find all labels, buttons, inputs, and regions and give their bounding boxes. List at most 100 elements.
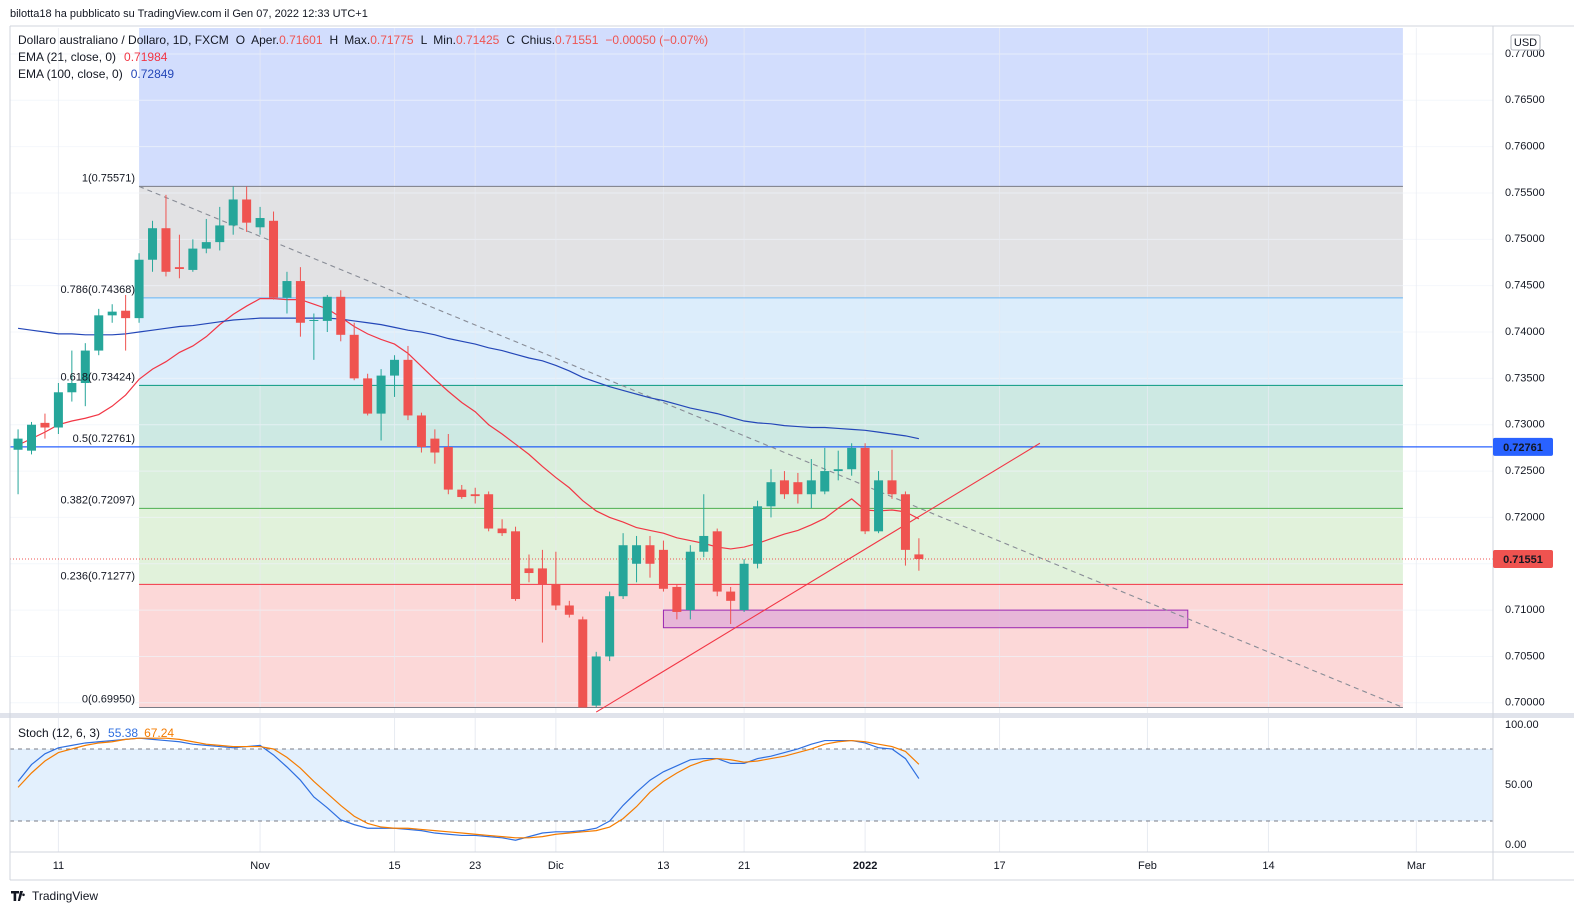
ohlc-value: 0.71425 xyxy=(456,33,500,47)
ohlc-key: Min. xyxy=(433,33,456,47)
x-tick-label: Mar xyxy=(1407,860,1426,872)
candle-body xyxy=(564,605,574,615)
x-tick-label: 11 xyxy=(53,860,64,872)
ohlc-key: L xyxy=(421,33,428,47)
candle-body xyxy=(269,220,279,298)
fib-zone xyxy=(139,385,1403,447)
candle-body xyxy=(121,310,131,319)
fib-label: 0.236(0.71277) xyxy=(60,570,135,582)
y-tick-label: 0.75000 xyxy=(1505,233,1545,245)
candle-body xyxy=(766,482,776,507)
main-pane xyxy=(10,28,1493,713)
candle-body xyxy=(524,568,534,574)
candle-body xyxy=(900,494,910,550)
published-note: bilotta18 ha pubblicato su TradingView.c… xyxy=(10,8,368,20)
legend-ema: EMA (21, close, 0) 0.71984 xyxy=(18,50,168,64)
indicator-value: 55.38 xyxy=(108,726,138,740)
candle-body xyxy=(242,199,252,223)
x-tick-label: Dic xyxy=(548,860,564,872)
ohlc-key: H xyxy=(330,33,339,47)
indicator-name: Stoch (12, 6, 3) xyxy=(18,726,100,740)
y-tick-label: 0.70500 xyxy=(1505,650,1545,662)
y-tick-label: 0.73000 xyxy=(1505,419,1545,431)
candle-body xyxy=(645,545,655,564)
candle-body xyxy=(820,471,830,492)
trend-line xyxy=(595,442,1041,713)
panes: 1(0.75571) 0.786(0.74368) 0.618(0.73424) 0.… xyxy=(0,25,1574,881)
candle-body xyxy=(188,248,198,270)
legend-name: EMA (21, close, 0) xyxy=(18,50,116,64)
trend-line xyxy=(138,185,1404,708)
candle-body xyxy=(349,334,359,379)
candle-body xyxy=(67,383,77,393)
fib-label: 0.382(0.72097) xyxy=(60,494,135,506)
candle-body xyxy=(914,554,924,560)
candle-body xyxy=(672,586,682,612)
x-tick-label: 21 xyxy=(738,860,750,872)
candle-body xyxy=(551,584,561,606)
candle-body xyxy=(403,359,413,416)
fib-label: 1(0.75571) xyxy=(82,172,135,184)
legend-value: 0.71984 xyxy=(124,50,168,64)
candle-body xyxy=(13,438,23,450)
ohlc-value: 0.71601 xyxy=(279,33,323,47)
candle-body xyxy=(390,359,400,376)
candle-body xyxy=(416,415,426,447)
candle-body xyxy=(443,446,453,490)
candle-body xyxy=(201,242,211,249)
candle-body xyxy=(457,489,467,498)
legend-name: EMA (100, close, 0) xyxy=(18,67,123,81)
fib-label: 0.786(0.74368) xyxy=(60,284,135,296)
y-tick-label: 0.72500 xyxy=(1505,465,1545,477)
indicator-band xyxy=(10,748,1493,822)
fib-zone xyxy=(139,584,1403,708)
candle-body xyxy=(255,218,265,228)
fib-zone xyxy=(139,28,1403,187)
price-badge-label: 0.72761 xyxy=(1503,442,1543,454)
x-tick-label: 17 xyxy=(993,860,1005,872)
candle-body xyxy=(282,281,292,298)
candle-body xyxy=(215,225,225,243)
y-tick-label: 0.76500 xyxy=(1505,94,1545,106)
x-tick-label: Nov xyxy=(250,860,270,872)
price-badge-label: 0.71551 xyxy=(1503,554,1543,566)
ohlc-key: O xyxy=(236,33,245,47)
candle-body xyxy=(40,422,50,428)
candle-body xyxy=(712,531,722,592)
x-tick-label: 23 xyxy=(469,860,481,872)
x-tick-label: 13 xyxy=(657,860,669,872)
fib-label: 0.5(0.72761) xyxy=(73,433,135,445)
brand-logo xyxy=(11,891,25,901)
candle-body xyxy=(618,545,628,597)
price-badge xyxy=(1493,550,1553,569)
fib-zone xyxy=(139,508,1403,585)
ohlc-key: C xyxy=(506,33,515,47)
candle-body xyxy=(632,545,642,564)
candle-body xyxy=(80,350,90,384)
candle-body xyxy=(578,619,588,708)
y-tick-label: 0.00 xyxy=(1505,839,1526,851)
currency: USD xyxy=(1514,37,1537,49)
candle-body xyxy=(470,494,480,497)
candle-body xyxy=(94,315,104,351)
candle-body xyxy=(874,480,884,532)
ohlc-key: Aper. xyxy=(251,33,279,47)
legend-stoch: Stoch (12, 6, 3) 55.38 67.24 xyxy=(18,726,174,740)
y-tick-label: 0.71000 xyxy=(1505,604,1545,616)
stoch-line xyxy=(17,737,920,839)
y-tick-label: 0.73500 xyxy=(1505,372,1545,384)
x-tick-label: 2022 xyxy=(853,860,877,872)
ohlc-key: Chius. xyxy=(521,33,555,47)
candle-body xyxy=(430,438,440,453)
currency-badge[interactable] xyxy=(1510,34,1541,51)
zone-rectangle xyxy=(662,609,1189,629)
candle-body xyxy=(726,591,736,601)
candle-body xyxy=(685,551,695,611)
brand: TradingView xyxy=(32,889,98,903)
indicator-value: 67.24 xyxy=(144,726,174,740)
y-tick-label: 0.74000 xyxy=(1505,326,1545,338)
candle-body xyxy=(27,424,37,451)
candle-body xyxy=(833,469,843,472)
candle-body xyxy=(753,506,763,564)
candle-body xyxy=(295,281,305,323)
